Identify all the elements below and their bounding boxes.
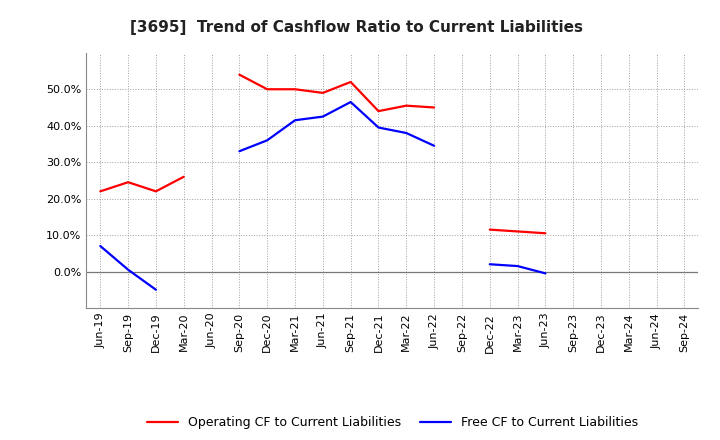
Legend: Operating CF to Current Liabilities, Free CF to Current Liabilities: Operating CF to Current Liabilities, Fre… bbox=[142, 411, 643, 434]
Text: [3695]  Trend of Cashflow Ratio to Current Liabilities: [3695] Trend of Cashflow Ratio to Curren… bbox=[130, 20, 582, 35]
Operating CF to Current Liabilities bbox=[124, 180, 132, 185]
Free CF to Current Liabilities bbox=[318, 114, 327, 119]
Free CF to Current Liabilities bbox=[124, 267, 132, 272]
Operating CF to Current Liabilities bbox=[374, 109, 383, 114]
Free CF to Current Liabilities bbox=[152, 287, 161, 293]
Operating CF to Current Liabilities bbox=[541, 231, 550, 236]
Operating CF to Current Liabilities bbox=[235, 72, 243, 77]
Free CF to Current Liabilities bbox=[402, 130, 410, 136]
Free CF to Current Liabilities bbox=[597, 132, 606, 137]
Operating CF to Current Liabilities bbox=[402, 103, 410, 108]
Free CF to Current Liabilities bbox=[235, 149, 243, 154]
Free CF to Current Liabilities bbox=[541, 271, 550, 276]
Line: Operating CF to Current Liabilities: Operating CF to Current Liabilities bbox=[100, 75, 601, 233]
Free CF to Current Liabilities bbox=[346, 99, 355, 105]
Free CF to Current Liabilities bbox=[96, 243, 104, 249]
Free CF to Current Liabilities bbox=[485, 262, 494, 267]
Operating CF to Current Liabilities bbox=[597, 83, 606, 88]
Operating CF to Current Liabilities bbox=[430, 105, 438, 110]
Operating CF to Current Liabilities bbox=[96, 189, 104, 194]
Free CF to Current Liabilities bbox=[374, 125, 383, 130]
Operating CF to Current Liabilities bbox=[179, 174, 188, 180]
Operating CF to Current Liabilities bbox=[291, 87, 300, 92]
Operating CF to Current Liabilities bbox=[152, 189, 161, 194]
Operating CF to Current Liabilities bbox=[318, 90, 327, 95]
Operating CF to Current Liabilities bbox=[263, 87, 271, 92]
Operating CF to Current Liabilities bbox=[513, 229, 522, 234]
Line: Free CF to Current Liabilities: Free CF to Current Liabilities bbox=[100, 102, 601, 290]
Free CF to Current Liabilities bbox=[513, 264, 522, 269]
Free CF to Current Liabilities bbox=[430, 143, 438, 148]
Operating CF to Current Liabilities bbox=[346, 79, 355, 84]
Operating CF to Current Liabilities bbox=[485, 227, 494, 232]
Free CF to Current Liabilities bbox=[263, 138, 271, 143]
Free CF to Current Liabilities bbox=[291, 117, 300, 123]
